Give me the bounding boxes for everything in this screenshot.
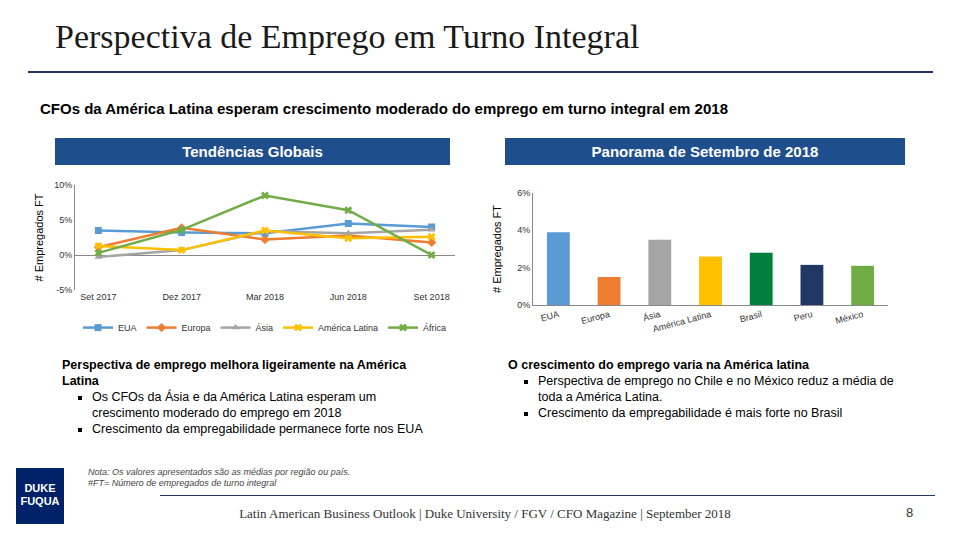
- svg-text:EUA: EUA: [540, 309, 560, 323]
- html-text:Perspectiva de Emprego em Turn: Perspectiva de Emprego em Turno Integral: [55, 18, 640, 55]
- svg-text:Europa: Europa: [182, 323, 211, 333]
- html-text:Nota: Os valores apresentados: Nota: Os valores apresentados são as méd…: [88, 467, 351, 477]
- svg-text:Set 2018: Set 2018: [414, 292, 450, 302]
- svg-text:4%: 4%: [517, 225, 530, 235]
- svg-text:América Latina: América Latina: [318, 323, 378, 333]
- svg-text:Ásia: Ásia: [256, 323, 274, 333]
- html-text:8: 8: [906, 505, 914, 520]
- svg-text:0%: 0%: [517, 300, 530, 310]
- html-text:Perspectiva de emprego melhora: Perspectiva de emprego melhora ligeirame…: [62, 358, 407, 388]
- svg-text:# Empregados FT: # Empregados FT: [491, 205, 503, 293]
- html-text:O crescimento do emprego varia: O crescimento do emprego varia na Améric…: [508, 358, 809, 372]
- svg-text:Brasil: Brasil: [739, 309, 763, 324]
- html-text:Os CFOs da Ásia e da América L: Os CFOs da Ásia e da América Latina espe…: [92, 390, 377, 420]
- svg-text:Europa: Europa: [580, 309, 611, 326]
- html-text:Crescimento da empregabilidade: Crescimento da empregabilidade permanece…: [92, 422, 423, 436]
- html-text:CFOs da América Latina esperam: CFOs da América Latina esperam crescimen…: [40, 100, 728, 117]
- svg-text:Peru: Peru: [793, 309, 814, 324]
- svg-text:Mar 2018: Mar 2018: [246, 292, 284, 302]
- svg-text:Set 2017: Set 2017: [80, 292, 116, 302]
- svg-text:Dez 2017: Dez 2017: [162, 292, 201, 302]
- svg-text:10%: 10%: [54, 180, 72, 190]
- svg-text:2%: 2%: [517, 263, 530, 273]
- html-text:DUKE: DUKE: [24, 482, 56, 494]
- html-text:Perspectiva de emprego no Chil: Perspectiva de emprego no Chile e no Méx…: [538, 374, 894, 404]
- svg-text:# Empregados FT: # Empregados FT: [33, 193, 45, 281]
- svg-text:América Latina: América Latina: [652, 309, 713, 334]
- svg-text:0%: 0%: [59, 250, 72, 260]
- svg-text:Jun 2018: Jun 2018: [330, 292, 367, 302]
- svg-text:-5%: -5%: [56, 285, 72, 295]
- html-text:FUQUA: FUQUA: [20, 495, 60, 507]
- svg-text:EUA: EUA: [118, 323, 137, 333]
- html-text:Tendências Globais: Tendências Globais: [182, 143, 323, 160]
- html-text:Crescimento da empregabilidade: Crescimento da empregabilidade é mais fo…: [538, 406, 843, 420]
- svg-text:Ásia: Ásia: [642, 309, 662, 323]
- html-text:#FT= Número de empregados de t: #FT= Número de empregados de turno integ…: [88, 478, 277, 488]
- svg-text:5%: 5%: [59, 215, 72, 225]
- svg-text:6%: 6%: [517, 188, 530, 198]
- svg-text:México: México: [834, 309, 864, 326]
- html-text:Panorama de Setembro de 2018: Panorama de Setembro de 2018: [591, 143, 819, 160]
- svg-text:África: África: [423, 323, 446, 333]
- html-text:Latin American Business Outloo: Latin American Business Outlook | Duke U…: [239, 506, 731, 521]
